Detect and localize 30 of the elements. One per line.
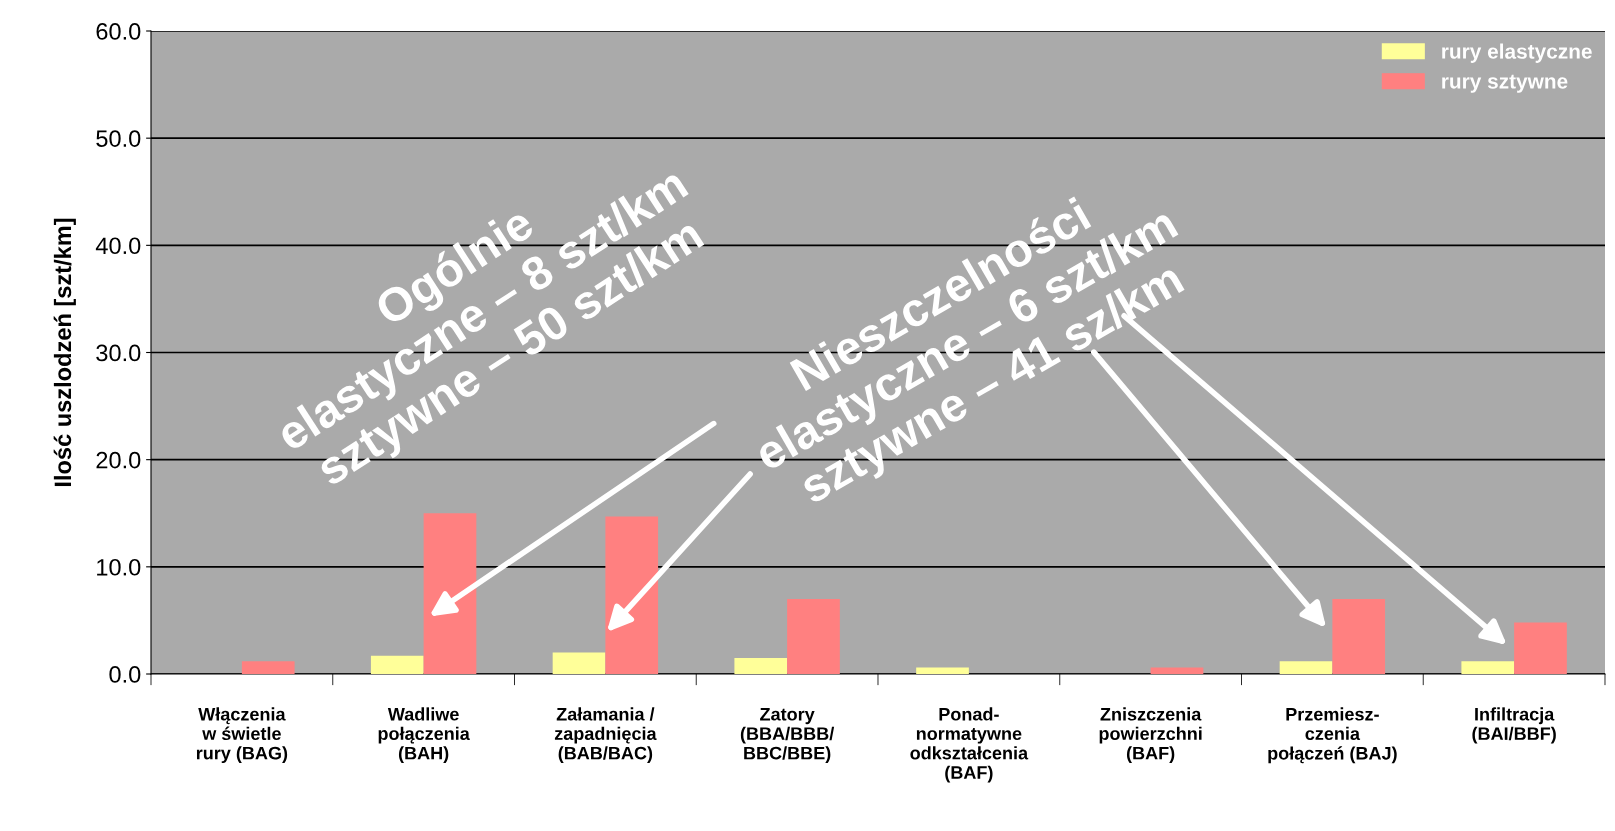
bar: [1332, 598, 1386, 674]
y-tick-label: 0.0: [109, 666, 141, 683]
bar: [916, 667, 969, 674]
bar: [1514, 622, 1567, 674]
bar: [734, 657, 788, 674]
y-axis-title: Ilość uszlodzeń [szt/km]: [53, 218, 76, 487]
y-tick-label: 10.0: [97, 558, 141, 576]
bar: [1150, 667, 1204, 674]
bar: [787, 598, 840, 674]
x-tick-label: Zniszczenia powierzchni (BAF): [1099, 707, 1202, 764]
x-tick-label: Włączenia w świetle rury (BAG): [196, 707, 288, 764]
legend-label: rury sztywne: [1442, 74, 1568, 93]
x-tick-label: Załamania / zapadnięcia (BAB/BAC): [554, 707, 657, 764]
x-tick-label: Ponad- normatywne odkształcenia (BAF): [910, 707, 1029, 783]
x-tick-label: Przemiesz- czenia połączeń (BAJ): [1268, 707, 1397, 764]
bar: [370, 655, 424, 674]
bar: [552, 652, 606, 674]
bar: [423, 513, 477, 674]
bar: [241, 661, 295, 674]
x-tick-label: Zatory (BBA/BBB/ BBC/BBE): [740, 708, 835, 764]
y-tick-label: 60.0: [96, 23, 141, 40]
x-tick-label: Infiltracja (BAI/BBF): [1472, 707, 1556, 744]
y-tick-label: 30.0: [96, 344, 141, 362]
bar: [1461, 661, 1515, 674]
x-tick-label: Wadliwe połączenia (BAH): [378, 707, 470, 764]
y-tick-label: 40.0: [95, 237, 141, 255]
bar: [1279, 661, 1333, 674]
y-tick-label: 20.0: [96, 451, 141, 469]
legend-label: rury elastyczne: [1442, 43, 1592, 63]
y-tick-label: 50.0: [96, 130, 141, 147]
